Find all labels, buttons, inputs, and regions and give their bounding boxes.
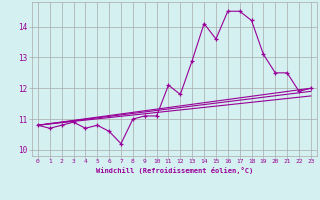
X-axis label: Windchill (Refroidissement éolien,°C): Windchill (Refroidissement éolien,°C): [96, 167, 253, 174]
